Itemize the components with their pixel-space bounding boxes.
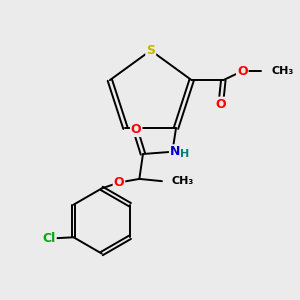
Text: CH₃: CH₃ xyxy=(172,176,194,186)
Text: O: O xyxy=(216,98,226,111)
Text: N: N xyxy=(170,145,180,158)
Text: O: O xyxy=(114,176,124,189)
Text: Cl: Cl xyxy=(43,232,56,245)
Text: O: O xyxy=(237,64,247,78)
Text: S: S xyxy=(146,44,155,57)
Text: H: H xyxy=(180,148,190,159)
Text: CH₃: CH₃ xyxy=(271,66,293,76)
Text: O: O xyxy=(131,123,142,136)
